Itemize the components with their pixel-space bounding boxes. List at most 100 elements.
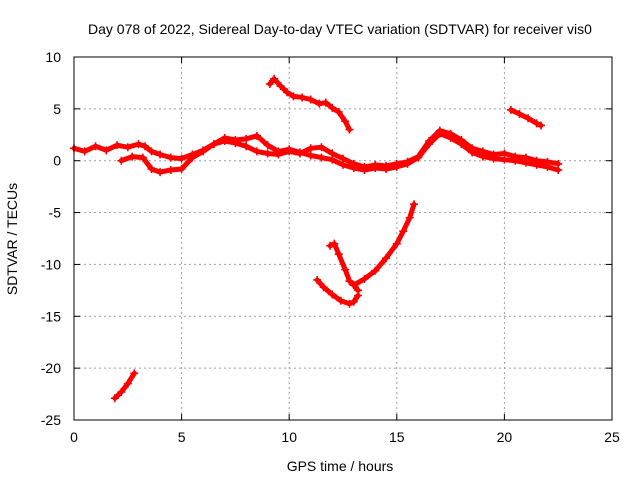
data-point bbox=[313, 275, 322, 284]
y-tick-label: -10 bbox=[41, 256, 61, 272]
data-point bbox=[252, 147, 261, 156]
chart-title: Day 078 of 2022, Sidereal Day-to-day VTE… bbox=[88, 21, 592, 37]
data-point bbox=[263, 149, 272, 158]
y-axis-label: SDTVAR / TECUs bbox=[4, 183, 20, 295]
data-point bbox=[532, 119, 541, 128]
data-point bbox=[457, 140, 466, 149]
data-point bbox=[298, 93, 307, 102]
data-point bbox=[306, 144, 315, 153]
data-point bbox=[392, 162, 401, 171]
data-point bbox=[532, 160, 541, 169]
x-tick-label: 20 bbox=[497, 429, 513, 445]
data-point bbox=[354, 291, 363, 300]
data-point bbox=[270, 74, 279, 83]
data-point bbox=[500, 155, 509, 164]
data-point bbox=[166, 166, 175, 175]
data-point bbox=[536, 121, 545, 130]
data-point bbox=[147, 147, 156, 156]
data-point bbox=[209, 140, 218, 149]
data-point bbox=[339, 160, 347, 169]
data-point bbox=[102, 146, 111, 155]
data-point bbox=[382, 165, 391, 174]
data-point bbox=[446, 133, 455, 142]
data-point bbox=[123, 379, 132, 388]
data-point bbox=[360, 166, 369, 175]
data-point bbox=[371, 163, 380, 172]
data-point bbox=[341, 117, 350, 126]
data-point bbox=[306, 95, 315, 104]
track-v-left bbox=[326, 239, 363, 295]
data-point bbox=[274, 147, 283, 156]
data-point bbox=[414, 153, 423, 162]
axis-ticks: 0 5 10 15 20 25 -25 -20 -15 -10 -5 0 5 10 bbox=[41, 49, 620, 445]
y-tick-label: 5 bbox=[53, 101, 61, 117]
data-point bbox=[276, 82, 285, 91]
track-secondary-baseline bbox=[117, 129, 563, 177]
data-point bbox=[330, 239, 339, 248]
data-point bbox=[285, 145, 294, 154]
data-point bbox=[334, 107, 343, 116]
data-point bbox=[554, 166, 563, 175]
data-point bbox=[326, 241, 335, 250]
data-point bbox=[511, 156, 520, 165]
track-lower-curve bbox=[313, 275, 363, 308]
y-tick-label: 10 bbox=[45, 49, 61, 65]
data-point bbox=[345, 299, 354, 308]
data-point bbox=[231, 135, 240, 144]
data-point bbox=[506, 105, 515, 114]
data-point bbox=[156, 168, 165, 177]
data-point bbox=[478, 152, 487, 161]
data-point bbox=[141, 142, 150, 151]
y-tick-label: -5 bbox=[49, 205, 62, 221]
data-point bbox=[468, 148, 477, 157]
x-axis-label: GPS time / hours bbox=[287, 458, 394, 474]
data-point bbox=[317, 153, 326, 162]
data-point bbox=[130, 369, 139, 378]
data-point bbox=[382, 254, 391, 263]
data-point bbox=[328, 290, 337, 299]
track-upper-arc bbox=[265, 74, 354, 134]
data-point bbox=[524, 114, 533, 123]
data-point bbox=[166, 153, 175, 162]
data-point bbox=[134, 140, 143, 149]
data-point bbox=[399, 227, 408, 236]
data-point bbox=[138, 153, 147, 162]
data-point bbox=[543, 162, 552, 171]
x-tick-label: 5 bbox=[178, 429, 186, 445]
data-point bbox=[360, 274, 369, 283]
y-tick-label: -25 bbox=[41, 412, 61, 428]
data-point bbox=[392, 239, 401, 248]
data-point bbox=[349, 297, 358, 306]
data-point bbox=[435, 129, 444, 138]
y-tick-label: 0 bbox=[53, 153, 61, 169]
data-point bbox=[263, 141, 272, 150]
data-point bbox=[371, 266, 380, 275]
data-point bbox=[289, 92, 298, 101]
y-tick-label: -15 bbox=[41, 308, 61, 324]
track-bottom-left-line bbox=[112, 370, 137, 401]
data-point bbox=[283, 88, 292, 97]
data-point bbox=[334, 250, 343, 259]
x-tick-label: 25 bbox=[604, 429, 620, 445]
data-point bbox=[328, 155, 337, 164]
data-point bbox=[242, 142, 251, 151]
grid bbox=[74, 57, 612, 420]
data-point bbox=[403, 159, 412, 168]
y-tick-label: -20 bbox=[41, 360, 61, 376]
data-point bbox=[123, 143, 132, 152]
track-rising-arc-line bbox=[351, 201, 417, 288]
plot-frame bbox=[73, 56, 613, 421]
track-rising-arc bbox=[349, 200, 419, 290]
data-point bbox=[252, 131, 261, 140]
data-point bbox=[156, 150, 165, 159]
data-point bbox=[315, 99, 324, 108]
data-point bbox=[110, 394, 119, 403]
data-point bbox=[220, 133, 229, 142]
data-point bbox=[188, 153, 197, 162]
data-point bbox=[341, 265, 350, 274]
x-tick-label: 0 bbox=[70, 429, 78, 445]
data-point bbox=[410, 200, 419, 209]
data-point bbox=[113, 141, 122, 150]
data-point bbox=[295, 148, 304, 157]
